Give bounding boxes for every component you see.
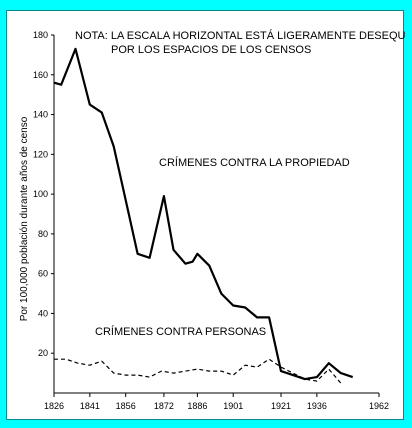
x-tick-label: 1872 [154,401,174,411]
chart-note-line-2: POR LOS ESPACIOS DE LOS CENSOS [111,44,311,56]
y-tick-label: 60 [38,269,48,279]
y-axis-label: Por 100,000 población durante años de ce… [19,116,30,321]
x-tick-label: 1936 [307,401,327,411]
y-tick-label: 140 [33,110,48,120]
x-tick-label: 1826 [44,401,64,411]
y-tick-label: 120 [33,149,48,159]
y-ticks: 20 40 60 80 100 120 140 160 180 [33,30,54,358]
y-tick-label: 20 [38,348,48,358]
x-ticks: 1826 1841 1856 1872 1886 1901 1921 1936 1962 [44,393,389,411]
y-tick-label: 180 [33,30,48,40]
x-tick-label: 1886 [187,401,207,411]
series-group [53,47,354,384]
x-tick-label: 1841 [80,401,100,411]
series-line-persons [54,358,342,384]
series-line-property [53,47,354,381]
y-tick-label: 100 [33,189,48,199]
chart-frame: NOTA: LA ESCALA HORIZONTAL ESTÁ LIGERAME… [6,10,405,420]
y-tick-label: 160 [33,70,48,80]
x-tick-label: 1856 [116,401,136,411]
series-label-persons: CRÍMENES CONTRA PERSONAS [95,325,266,338]
series-label-property: CRÍMENES CONTRA LA PROPIEDAD [159,156,350,169]
chart-canvas: NOTA: LA ESCALA HORIZONTAL ESTÁ LIGERAME… [19,29,405,411]
chart-note-line-1: NOTA: LA ESCALA HORIZONTAL ESTÁ LIGERAME… [75,29,405,42]
x-tick-label: 1962 [369,401,389,411]
y-tick-label: 80 [38,229,48,239]
x-tick-label: 1921 [271,401,291,411]
x-tick-label: 1901 [223,401,243,411]
y-tick-label: 40 [38,308,48,318]
